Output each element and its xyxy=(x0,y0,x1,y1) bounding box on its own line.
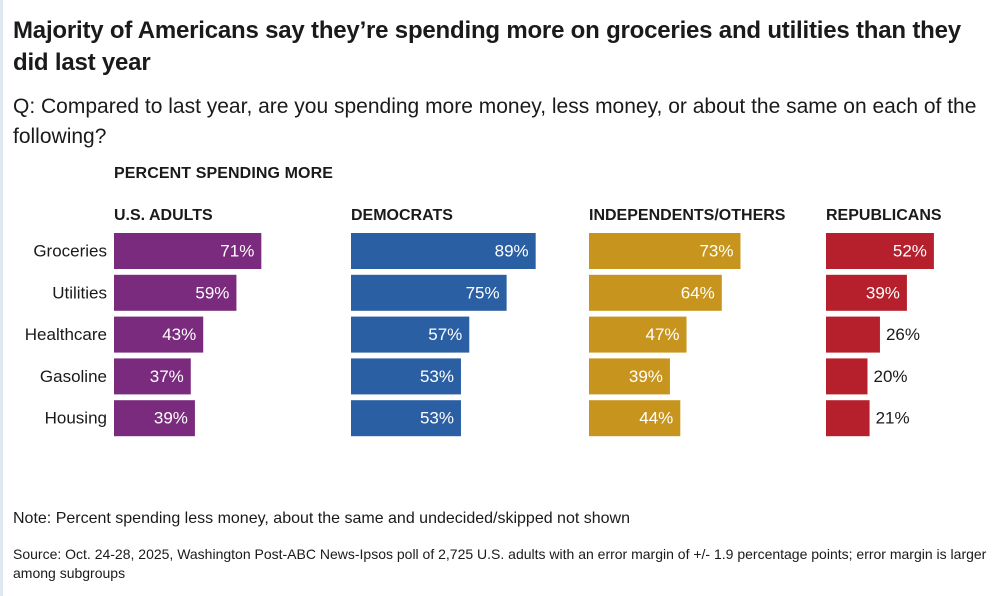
data-label: 53% xyxy=(420,367,454,386)
bar-chart: Groceries Utilities Healthcare Gasoline Hous… xyxy=(25,207,942,437)
series-header: REPUBLICANS xyxy=(826,207,942,224)
bar xyxy=(589,274,722,311)
chart-subtitle: PERCENT SPENDING MORE xyxy=(114,165,334,182)
data-label: 21% xyxy=(876,409,910,428)
data-label: 26% xyxy=(886,325,920,344)
bar xyxy=(114,274,237,311)
data-label: 71% xyxy=(220,242,254,261)
data-label: 73% xyxy=(699,242,733,261)
bar xyxy=(826,400,870,437)
category-label: Healthcare xyxy=(25,325,107,344)
bar xyxy=(589,233,741,269)
chart-note: Note: Percent spending less money, about… xyxy=(13,510,630,527)
bar xyxy=(589,358,670,395)
data-label: 53% xyxy=(420,409,454,428)
data-label: 20% xyxy=(874,367,908,386)
data-label: 39% xyxy=(629,367,663,386)
chart-title: Majority of Americans say they’re spendi… xyxy=(13,17,961,76)
data-label: 89% xyxy=(495,242,529,261)
data-label: 39% xyxy=(154,409,188,428)
series-header: INDEPENDENTS/OTHERS xyxy=(589,207,786,224)
bar xyxy=(826,274,907,311)
bar xyxy=(589,316,687,353)
bar xyxy=(826,358,868,395)
chart-source: Source: Oct. 24-28, 2025, Washington Pos… xyxy=(13,546,987,581)
data-label: 75% xyxy=(466,283,500,302)
bar xyxy=(589,400,681,437)
category-label: Groceries xyxy=(33,242,107,261)
bar xyxy=(351,274,507,311)
bar xyxy=(351,316,470,353)
bar xyxy=(826,316,880,353)
bar xyxy=(114,400,195,437)
category-label: Gasoline xyxy=(40,367,107,386)
survey-question: Q: Compared to last year, are you spendi… xyxy=(13,95,977,148)
category-label: Housing xyxy=(45,409,107,428)
bar xyxy=(351,233,536,269)
bar xyxy=(114,316,204,353)
series-header: U.S. ADULTS xyxy=(114,207,213,224)
data-label: 39% xyxy=(866,283,900,302)
bar xyxy=(351,400,461,437)
bar xyxy=(351,358,461,395)
data-label: 44% xyxy=(639,409,673,428)
left-edge-stripe xyxy=(0,0,3,596)
data-label: 59% xyxy=(195,283,229,302)
data-label: 47% xyxy=(645,325,679,344)
series-header: DEMOCRATS xyxy=(351,207,453,224)
bar xyxy=(114,233,262,269)
data-label: 64% xyxy=(681,283,715,302)
bar xyxy=(826,233,934,269)
data-label: 37% xyxy=(150,367,184,386)
bar xyxy=(114,358,191,395)
data-label: 57% xyxy=(428,325,462,344)
data-label: 43% xyxy=(162,325,196,344)
category-label: Utilities xyxy=(52,283,107,302)
data-label: 52% xyxy=(893,242,927,261)
